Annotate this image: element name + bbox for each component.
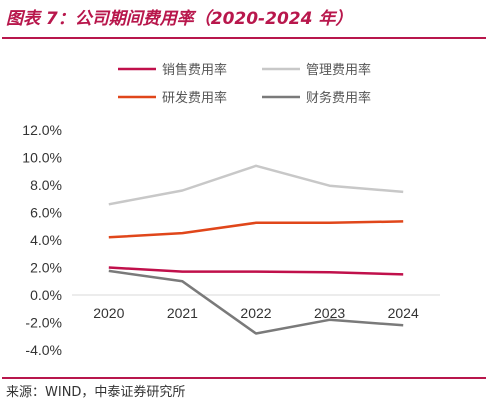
y-tick-label: -4.0%	[25, 342, 62, 358]
y-tick-label: 0.0%	[30, 287, 62, 303]
x-axis: 2020 2021 2022 2023 2024	[72, 294, 440, 321]
x-tick-label: 2022	[240, 305, 271, 321]
x-tick-label: 2021	[167, 305, 198, 321]
series-line	[108, 164, 404, 206]
legend-label: 管理费用率	[306, 62, 371, 78]
chart-title: 图表 7：公司期间费用率（2020-2024 年）	[6, 9, 353, 29]
title-divider	[2, 37, 486, 39]
series-lines	[108, 164, 404, 335]
source-note: 来源：WIND，中泰证券研究所	[6, 385, 186, 400]
x-tick-label: 2023	[314, 305, 345, 321]
y-tick-label: 10.0%	[22, 150, 62, 166]
y-axis: -4.0% -2.0% 0.0% 2.0% 4.0% 6.0% 8.0% 10.0% 12.0%	[22, 122, 62, 358]
y-tick-label: 6.0%	[30, 205, 62, 221]
series-line	[108, 269, 404, 335]
y-tick-label: 12.0%	[22, 122, 62, 138]
y-tick-label: 2.0%	[30, 260, 62, 276]
legend-label: 研发费用率	[162, 90, 227, 106]
footer-divider	[2, 377, 486, 379]
legend-label: 财务费用率	[306, 90, 371, 106]
x-tick-label: 2024	[388, 305, 419, 321]
y-tick-label: 4.0%	[30, 232, 62, 248]
y-tick-label: -2.0%	[25, 315, 62, 331]
series-line	[108, 220, 404, 239]
x-tick-label: 2020	[93, 305, 124, 321]
series-line	[108, 266, 404, 276]
y-tick-label: 8.0%	[30, 177, 62, 193]
legend-label: 销售费用率	[162, 62, 227, 78]
